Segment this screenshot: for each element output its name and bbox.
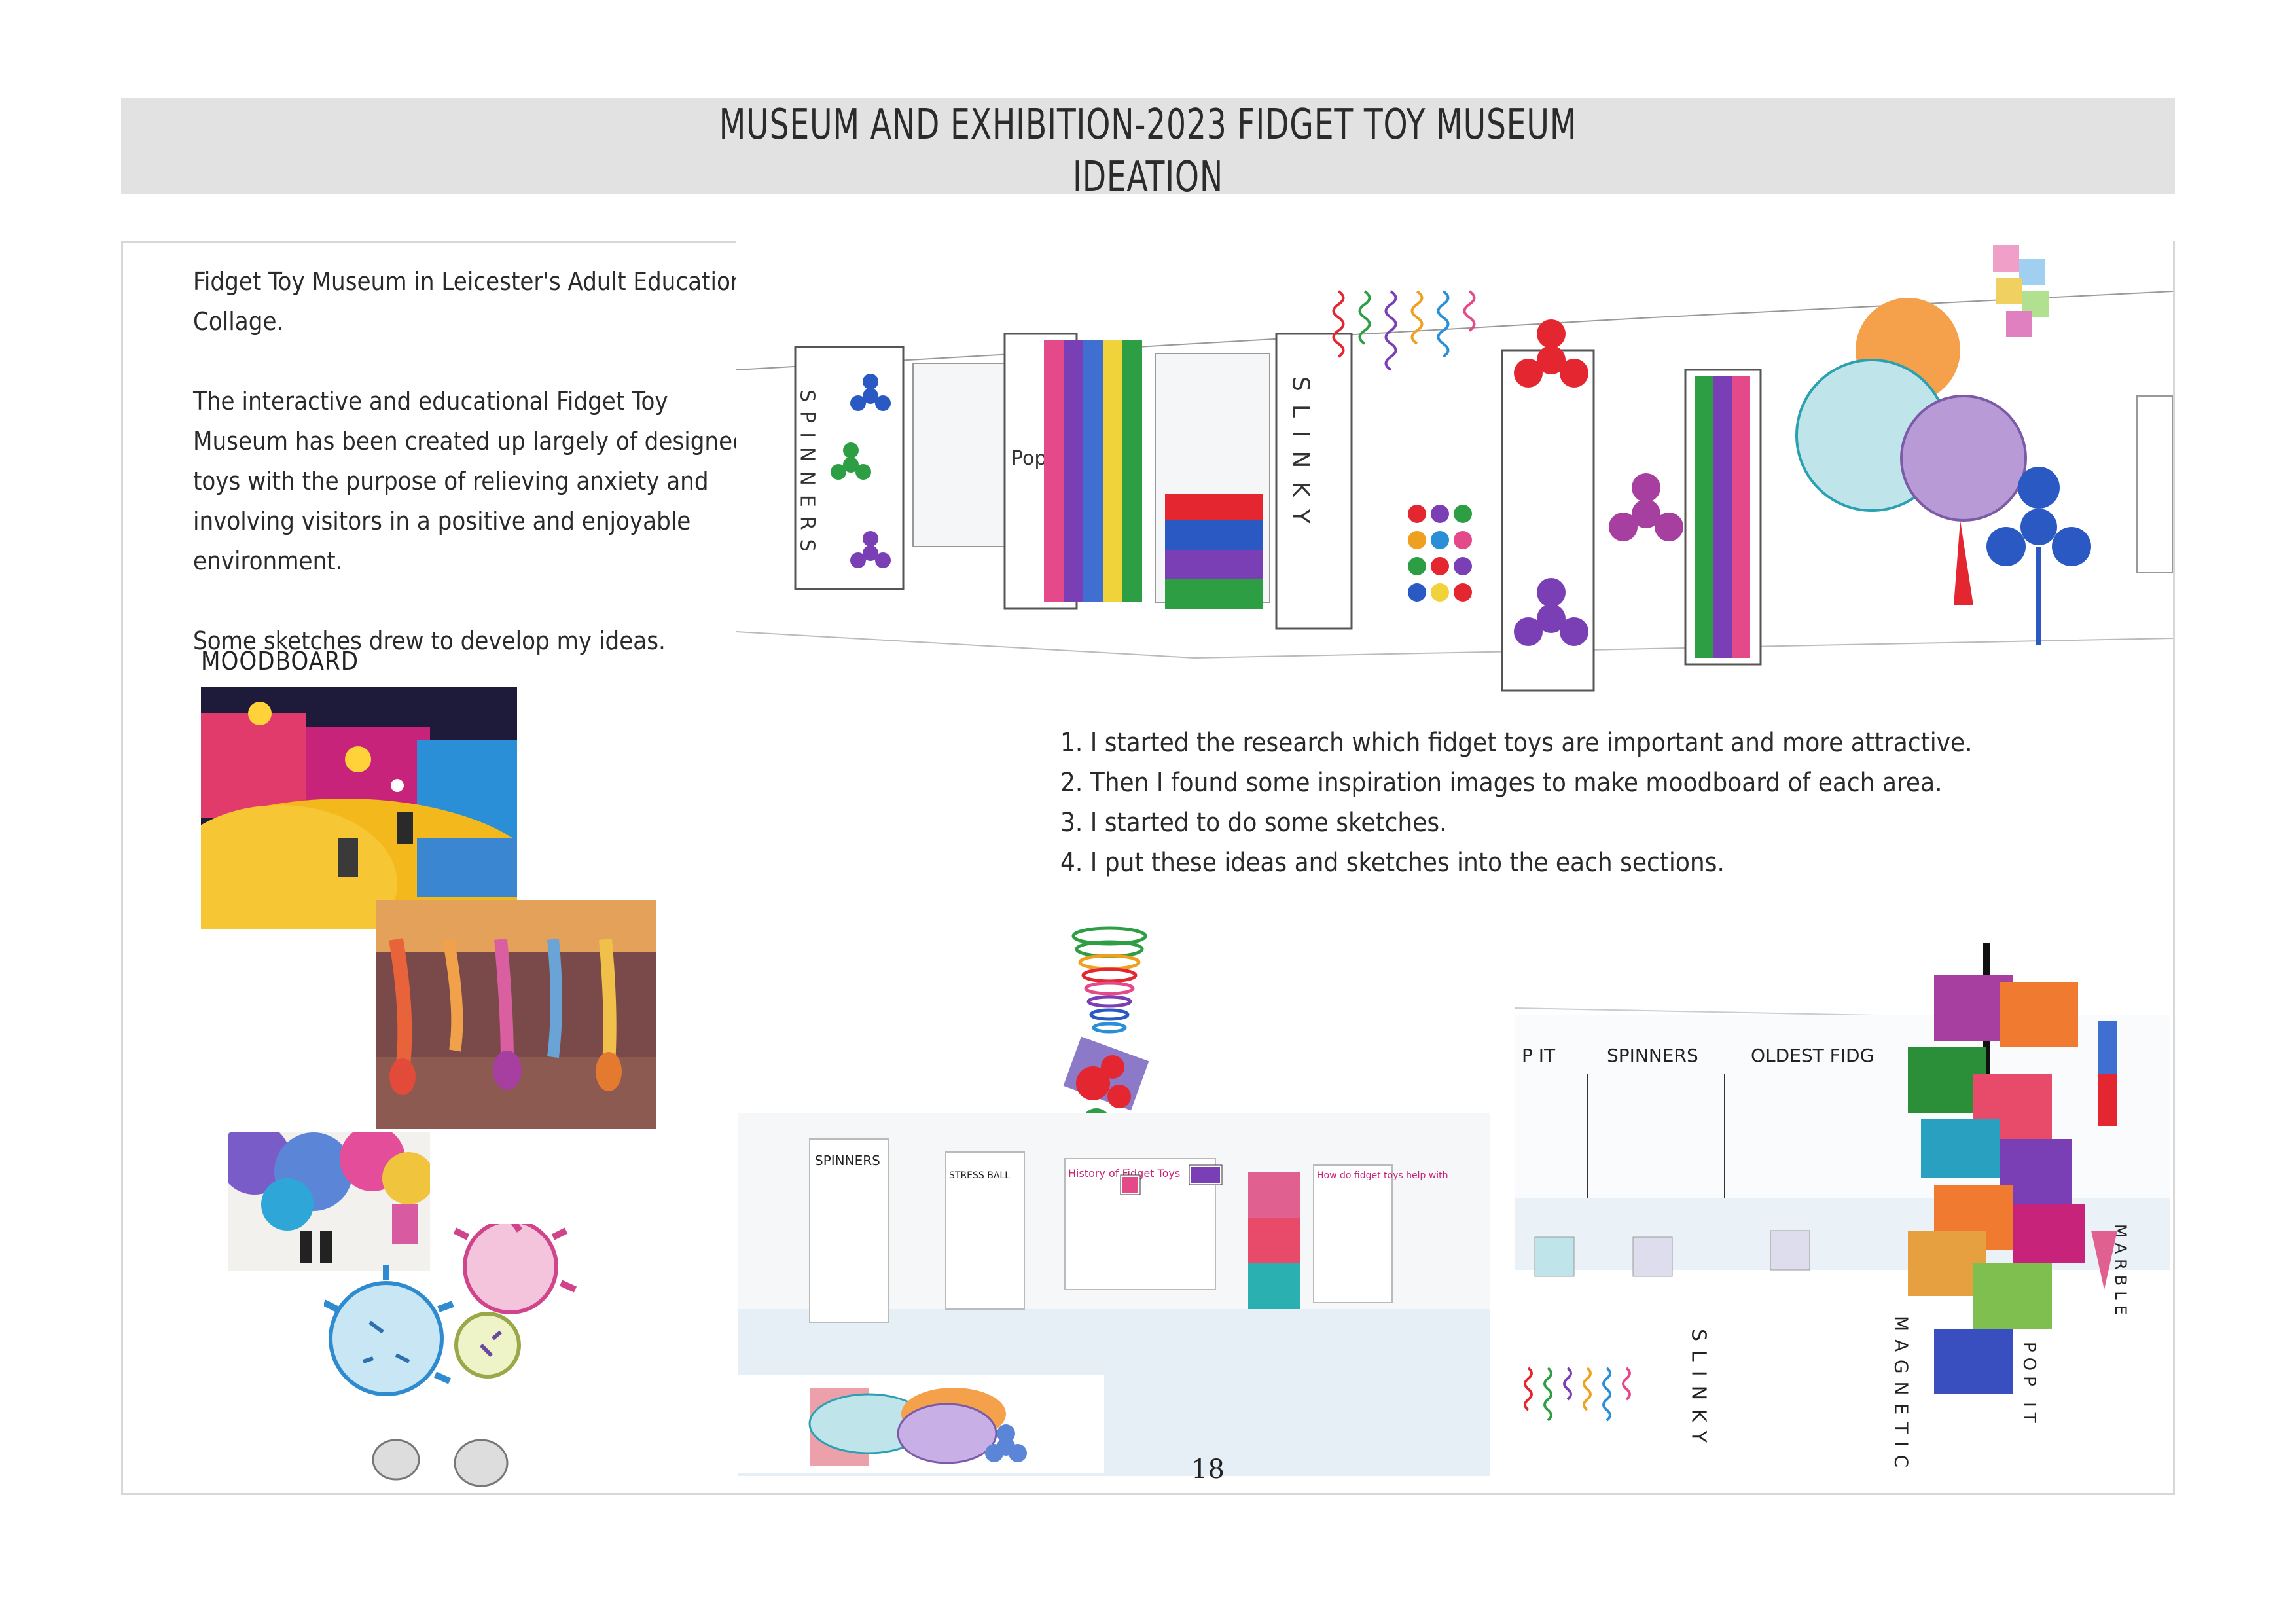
hanging-cubes [1993, 245, 2049, 337]
moodboard-photo-balloons [228, 1132, 430, 1271]
step-2: 2. Then I found some inspiration images … [1060, 768, 1943, 798]
label-slinky: SLINKY [1287, 376, 1314, 537]
page-title: MUSEUM AND EXHIBITION-2023 FIDGET TOY MU… [719, 101, 1577, 149]
panel-oldest: OLDEST FIDG [1751, 1045, 1874, 1066]
moodboard-photo-crochet [376, 900, 656, 1129]
label-spinners: SPINNERS [796, 389, 819, 561]
moodboard-sketch-spiky-balls [324, 1224, 586, 1499]
pop-it-board [1044, 340, 1142, 602]
intro-text: Fidget Toy Museum in Leicester's Adult E… [193, 262, 756, 701]
sketch-room-overview: SPINNERS Pop It SLINKY [736, 239, 2173, 694]
page-number: 18 [1191, 1454, 1225, 1485]
step-1: 1. I started the research which fidget t… [1060, 728, 1973, 758]
render-exhibition-room: SPINNERS STRESS BALL History of Fidget T… [738, 1113, 1490, 1476]
label-pop-it-vertical: POP IT [2019, 1342, 2039, 1428]
panel-spinners-right: SPINNERS [1607, 1045, 1698, 1066]
render-spinners-room: P IT SPINNERS OLDEST FIDG SLINKY MAGNETI… [1515, 923, 2170, 1476]
panel-spinners: SPINNERS [815, 1153, 880, 1168]
magnetic-cube-tower [1908, 943, 2085, 1394]
slinky-cluster [1332, 290, 1476, 371]
step-4: 4. I put these ideas and sketches into t… [1060, 848, 1725, 878]
intro-paragraph-1: Fidget Toy Museum in Leicester's Adult E… [193, 267, 745, 336]
header-bar: MUSEUM AND EXHIBITION-2023 FIDGET TOY MU… [121, 98, 2175, 202]
sketch-hanging-slinky [1057, 916, 1162, 1139]
panel-pop-it: P IT [1522, 1045, 1556, 1066]
moodboard-photo-ballpit [201, 687, 517, 929]
label-slinky-vertical: SLINKY [1687, 1329, 1710, 1452]
step-3: 3. I started to do some sketches. [1060, 808, 1447, 838]
intro-paragraph-2: The interactive and educational Fidget T… [193, 387, 747, 575]
label-magnetic: MAGNETIC [1891, 1316, 1912, 1475]
panel-how-help: How do fidget toys help with [1317, 1170, 1448, 1181]
slinky-wall-grid [1408, 505, 1472, 602]
panel-history: History of Fidget Toys [1068, 1167, 1180, 1180]
process-steps: 1. I started the research which fidget t… [1060, 723, 1973, 883]
intro-paragraph-3: Some sketches drew to develop my ideas. [193, 626, 666, 655]
moodboard-label: MOODBOARD [201, 647, 359, 676]
panel-stress-ball: STRESS BALL [949, 1170, 1010, 1181]
page-subtitle: IDEATION [1072, 153, 1224, 202]
